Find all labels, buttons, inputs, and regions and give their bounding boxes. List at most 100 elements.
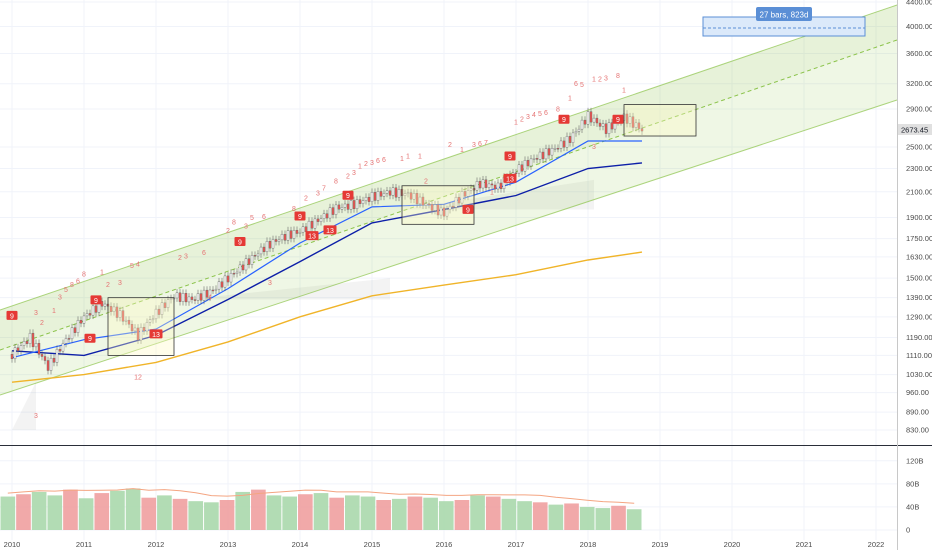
candle-body — [301, 226, 305, 233]
candle-body — [406, 192, 410, 194]
candle-body — [64, 338, 68, 344]
count-label: 1 — [490, 189, 494, 196]
count-label: 4 — [136, 261, 140, 268]
volume-bar — [344, 495, 360, 530]
price-tick-label: 3600.00 — [906, 49, 932, 58]
candle-body — [178, 292, 182, 302]
volume-bar — [282, 496, 298, 530]
candle-body — [556, 148, 560, 150]
candle-body — [142, 326, 146, 332]
count-label: 1 — [418, 154, 422, 161]
candle-body — [448, 205, 452, 210]
candle-body — [520, 164, 524, 172]
count-label: 2 — [106, 282, 110, 289]
count-label: 3 — [58, 295, 62, 302]
candle-body — [88, 313, 92, 316]
candle-body — [430, 204, 434, 211]
count-label: 2 — [226, 228, 230, 235]
candle-body — [361, 200, 365, 204]
count-label: 5 — [250, 215, 254, 222]
candle-body — [565, 136, 569, 148]
price-tick-label: 2300.00 — [906, 164, 932, 173]
rectangle-drawings[interactable] — [107, 104, 697, 356]
candle-body — [316, 218, 320, 222]
count-label: 2 — [598, 76, 602, 83]
count-label: 8 — [616, 73, 620, 80]
candle-body — [415, 193, 419, 205]
candle-body — [40, 354, 44, 357]
candle-body — [94, 305, 98, 313]
grid — [0, 0, 897, 540]
candle-body — [523, 160, 527, 172]
signal-badge — [504, 151, 516, 161]
candle-body — [568, 136, 572, 143]
candle-body — [211, 289, 215, 292]
candle-body — [76, 319, 80, 333]
price-tick-label: 1110.00 — [906, 351, 932, 360]
candle-body — [466, 190, 470, 197]
volume-bar — [626, 509, 642, 530]
candle-body — [259, 246, 263, 255]
candle-body — [496, 182, 500, 190]
count-label: 2 — [346, 174, 350, 181]
signal-badge — [6, 310, 18, 320]
candle-body — [253, 255, 257, 257]
candle-body — [238, 264, 242, 273]
count-label: 2 — [40, 320, 44, 327]
signal-badge-label: 13 — [152, 332, 160, 339]
volume-tick-label: 0 — [906, 526, 910, 535]
candle-body — [22, 341, 26, 346]
candle-body — [19, 345, 23, 351]
candle-body — [442, 207, 446, 217]
time-tick-label: 2020 — [724, 540, 741, 549]
candle-body — [526, 160, 530, 167]
volume-bar — [407, 496, 423, 530]
candle-body — [553, 148, 557, 150]
count-label: 2 — [178, 255, 182, 262]
candle-body — [220, 281, 224, 288]
candle-body — [517, 164, 521, 174]
candle-body — [145, 322, 149, 332]
date-range-measure[interactable]: 27 bars, 823d — [702, 7, 866, 37]
candle-body — [313, 218, 317, 229]
candle-body — [160, 302, 164, 315]
candle-body — [133, 327, 137, 332]
candle-body — [637, 122, 641, 129]
volume-bar — [157, 495, 172, 530]
candle-body — [58, 348, 62, 352]
candle-body — [481, 179, 485, 189]
candle-body — [193, 299, 197, 301]
candle-body — [166, 299, 170, 308]
price-tick-label: 1190.00 — [906, 333, 932, 342]
candle-body — [424, 203, 428, 206]
volume-bar — [16, 494, 31, 530]
candle-body — [571, 132, 575, 143]
count-label: 8 — [292, 206, 296, 213]
count-label: 8 — [82, 271, 86, 278]
time-tick-label: 2015 — [364, 540, 381, 549]
candle-body — [589, 111, 593, 123]
candle-body — [607, 122, 611, 134]
candle-body — [91, 305, 95, 316]
candle-body — [574, 131, 578, 134]
measure-label: 27 bars, 823d — [760, 11, 809, 20]
count-label: 3 — [604, 76, 608, 83]
candle-body — [148, 319, 152, 323]
candle-body — [379, 191, 383, 197]
last-price-tag: 2673.45 — [898, 124, 932, 135]
signal-badge-label: 9 — [346, 193, 350, 200]
price-tick-label: 1630.00 — [906, 252, 932, 261]
candle-body — [463, 191, 467, 197]
price-tick-label: 4000.00 — [906, 22, 932, 31]
candle-body — [235, 271, 239, 274]
candle-body — [34, 343, 38, 348]
candle-body — [412, 193, 416, 200]
signal-badge — [305, 231, 319, 241]
count-label: 3 — [352, 170, 356, 177]
candle-body — [478, 181, 482, 189]
count-label: 1 — [460, 147, 464, 154]
volume-bar — [266, 495, 282, 530]
count-label: 6 — [76, 278, 80, 285]
volume-bar — [548, 504, 564, 530]
